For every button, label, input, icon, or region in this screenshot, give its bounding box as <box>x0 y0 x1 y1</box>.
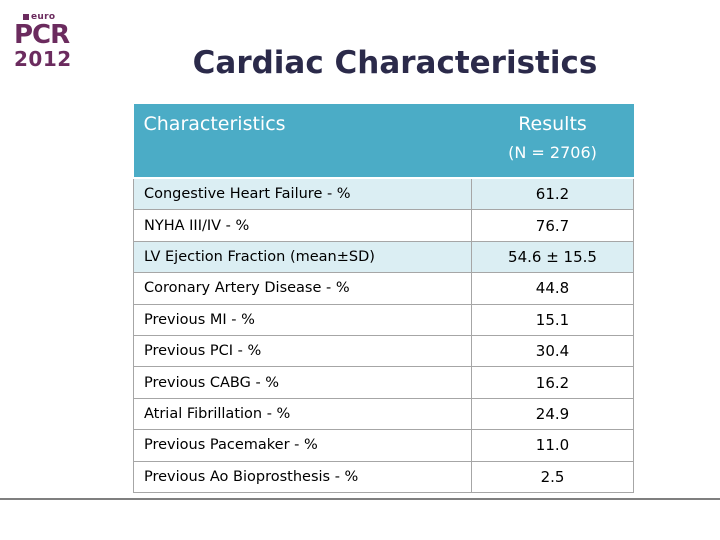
row-label: Previous Pacemaker - % <box>133 429 472 462</box>
logo-year-text: 2012 <box>14 47 72 71</box>
table-row: LV Ejection Fraction (mean±SD) 54.6 ± 15… <box>133 240 634 274</box>
row-label: LV Ejection Fraction (mean±SD) <box>133 240 472 274</box>
table-row: Coronary Artery Disease - % 44.8 <box>133 272 634 305</box>
row-value: 44.8 <box>471 272 634 305</box>
column-header-characteristics: Characteristics <box>133 104 472 179</box>
page-title: Cardiac Characteristics <box>192 45 598 81</box>
europcr-logo: euro PCR 2012 <box>14 10 78 72</box>
row-label: Coronary Artery Disease - % <box>133 272 472 305</box>
table-row: NYHA III/IV - % 76.7 <box>133 209 634 242</box>
row-value: 76.7 <box>471 209 634 242</box>
row-label: Atrial Fibrillation - % <box>133 397 472 431</box>
table-row: Congestive Heart Failure - % 61.2 <box>133 177 634 211</box>
table-row: Atrial Fibrillation - % 24.9 <box>133 397 634 431</box>
column-header-results: Results (N = 2706) <box>471 104 634 179</box>
footer-divider <box>0 498 720 500</box>
row-value: 30.4 <box>471 334 634 368</box>
table-row: Previous Ao Bioprosthesis - % 2.5 <box>133 460 634 493</box>
table-row: Previous PCI - % 30.4 <box>133 334 634 368</box>
row-value: 11.0 <box>471 429 634 462</box>
table-row: Previous MI - % 15.1 <box>133 303 634 336</box>
table-row: Previous CABG - % 16.2 <box>133 366 634 399</box>
row-label: Previous PCI - % <box>133 334 472 368</box>
table-header-row: Characteristics Results (N = 2706) <box>133 104 634 179</box>
logo-euro-text: euro <box>23 12 55 22</box>
row-label: Previous CABG - % <box>133 366 472 399</box>
logo-pcr-text: PCR <box>14 20 70 50</box>
row-value: 61.2 <box>471 177 634 211</box>
row-label: Previous MI - % <box>133 303 472 336</box>
table-row: Previous Pacemaker - % 11.0 <box>133 429 634 462</box>
row-value: 2.5 <box>471 460 634 493</box>
row-value: 24.9 <box>471 397 634 431</box>
row-label: Previous Ao Bioprosthesis - % <box>133 460 472 493</box>
results-header-sample-size: (N = 2706) <box>508 143 597 162</box>
row-value: 15.1 <box>471 303 634 336</box>
row-label: NYHA III/IV - % <box>133 209 472 242</box>
results-header-label: Results <box>518 113 587 135</box>
row-label: Congestive Heart Failure - % <box>133 177 472 211</box>
characteristics-table: Characteristics Results (N = 2706) Conge… <box>133 104 634 493</box>
row-value: 16.2 <box>471 366 634 399</box>
row-value: 54.6 ± 15.5 <box>471 240 634 274</box>
